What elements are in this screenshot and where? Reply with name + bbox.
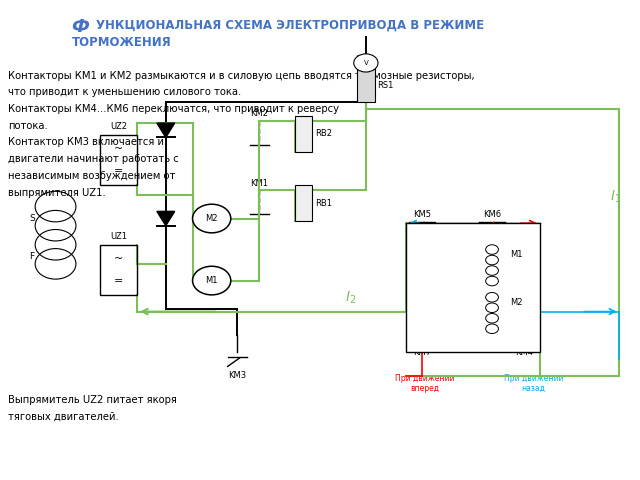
Polygon shape bbox=[157, 123, 175, 137]
Text: Ф: Ф bbox=[72, 18, 90, 36]
Text: Контакторы КМ1 и КМ2 размыкаются и в силовую цепь вводятся тормозные резисторы,: Контакторы КМ1 и КМ2 размыкаются и в сил… bbox=[8, 71, 474, 81]
Text: При движении
вперед: При движении вперед bbox=[396, 373, 455, 393]
Text: независимым возбуждением от: независимым возбуждением от bbox=[8, 171, 175, 181]
Text: ~: ~ bbox=[114, 144, 124, 154]
Bar bbox=[100, 245, 137, 295]
Text: ТОРМОЖЕНИЯ: ТОРМОЖЕНИЯ bbox=[72, 36, 172, 49]
Text: KM3: KM3 bbox=[228, 371, 246, 380]
Text: $I_1$: $I_1$ bbox=[610, 189, 621, 205]
Text: V: V bbox=[364, 60, 368, 66]
Text: что приводит к уменьшению силового тока.: что приводит к уменьшению силового тока. bbox=[8, 87, 241, 97]
Text: Выпрямитель UZ2 питает якоря: Выпрямитель UZ2 питает якоря bbox=[8, 395, 177, 405]
Text: UZ1: UZ1 bbox=[110, 232, 127, 241]
Text: M2: M2 bbox=[510, 298, 522, 307]
Text: RB1: RB1 bbox=[315, 199, 332, 207]
Circle shape bbox=[354, 54, 378, 72]
Text: KM7: KM7 bbox=[413, 348, 431, 357]
Bar bbox=[294, 116, 312, 152]
Text: ~: ~ bbox=[114, 254, 124, 264]
Circle shape bbox=[193, 266, 231, 295]
Bar bbox=[294, 185, 312, 221]
Text: S: S bbox=[29, 214, 35, 223]
Text: M1: M1 bbox=[205, 276, 218, 285]
Text: M2: M2 bbox=[205, 214, 218, 223]
Polygon shape bbox=[157, 211, 175, 226]
Text: KM2: KM2 bbox=[250, 109, 268, 118]
Text: Контактор КМ3 включается и: Контактор КМ3 включается и bbox=[8, 137, 164, 147]
Text: выпрямителя UZ1.: выпрямителя UZ1. bbox=[8, 188, 106, 197]
Bar bbox=[357, 69, 375, 102]
Text: двигатели начинают работать с: двигатели начинают работать с bbox=[8, 154, 179, 164]
Text: $I_2$: $I_2$ bbox=[346, 289, 356, 306]
Text: UZ2: UZ2 bbox=[110, 122, 127, 131]
Text: Контакторы КМ4...КМ6 переключатся, что приводит к реверсу: Контакторы КМ4...КМ6 переключатся, что п… bbox=[8, 104, 339, 114]
Text: тяговых двигателей.: тяговых двигателей. bbox=[8, 412, 118, 422]
Text: =: = bbox=[114, 276, 124, 286]
Text: УНКЦИОНАЛЬНАЯ СХЕМА ЭЛЕКТРОПРИВОДА В РЕЖИМЕ: УНКЦИОНАЛЬНАЯ СХЕМА ЭЛЕКТРОПРИВОДА В РЕЖ… bbox=[96, 18, 484, 31]
Text: KM5: KM5 bbox=[413, 210, 431, 218]
Text: KM1: KM1 bbox=[250, 179, 268, 188]
Text: При движении
назад: При движении назад bbox=[504, 373, 563, 393]
Bar bbox=[406, 223, 540, 352]
Text: F: F bbox=[29, 252, 35, 261]
Text: потока.: потока. bbox=[8, 120, 47, 131]
Text: RB2: RB2 bbox=[315, 129, 332, 138]
Circle shape bbox=[193, 204, 231, 233]
Text: KM4: KM4 bbox=[515, 348, 533, 357]
Bar bbox=[100, 135, 137, 185]
Text: KM6: KM6 bbox=[483, 210, 501, 218]
Text: RS1: RS1 bbox=[378, 81, 394, 90]
Text: =: = bbox=[114, 166, 124, 176]
Text: $U_{RS1}$: $U_{RS1}$ bbox=[355, 53, 377, 67]
Text: M1: M1 bbox=[510, 250, 522, 259]
